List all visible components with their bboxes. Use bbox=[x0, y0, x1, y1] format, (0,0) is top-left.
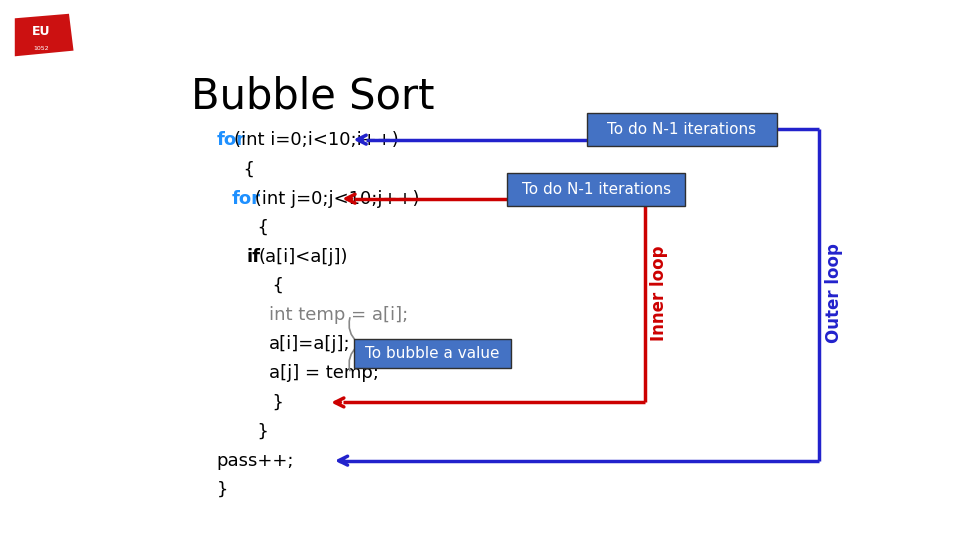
Text: EU: EU bbox=[32, 25, 50, 38]
Text: for: for bbox=[231, 190, 260, 208]
Text: To do N-1 iterations: To do N-1 iterations bbox=[607, 122, 756, 137]
FancyBboxPatch shape bbox=[587, 113, 777, 146]
Text: To bubble a value: To bubble a value bbox=[365, 346, 500, 361]
Text: Inner loop: Inner loop bbox=[651, 246, 668, 341]
Text: }: } bbox=[261, 394, 284, 411]
Text: pass++;: pass++; bbox=[217, 451, 294, 470]
Text: (int i=0;i<10;i++): (int i=0;i<10;i++) bbox=[234, 131, 398, 149]
Text: {: { bbox=[261, 277, 284, 295]
Text: for: for bbox=[217, 131, 246, 149]
Text: To do N-1 iterations: To do N-1 iterations bbox=[521, 182, 671, 197]
Text: int temp = a[i];: int temp = a[i]; bbox=[269, 306, 408, 324]
Text: a[j] = temp;: a[j] = temp; bbox=[269, 364, 379, 382]
Text: (int j=0;j<10;j++): (int j=0;j<10;j++) bbox=[249, 190, 420, 208]
Text: a[i]=a[j];: a[i]=a[j]; bbox=[269, 335, 350, 353]
Polygon shape bbox=[14, 14, 74, 56]
Text: {: { bbox=[247, 219, 270, 237]
Text: Outer loop: Outer loop bbox=[826, 244, 843, 343]
Text: }: } bbox=[247, 422, 270, 441]
Text: if: if bbox=[247, 248, 260, 266]
FancyBboxPatch shape bbox=[354, 339, 511, 368]
FancyBboxPatch shape bbox=[507, 173, 685, 206]
Text: }: } bbox=[217, 481, 228, 499]
Text: Bubble Sort: Bubble Sort bbox=[191, 75, 434, 117]
Text: (a[i]<a[j]): (a[i]<a[j]) bbox=[258, 248, 348, 266]
Text: {: { bbox=[231, 160, 254, 179]
Text: 1052: 1052 bbox=[33, 46, 49, 51]
